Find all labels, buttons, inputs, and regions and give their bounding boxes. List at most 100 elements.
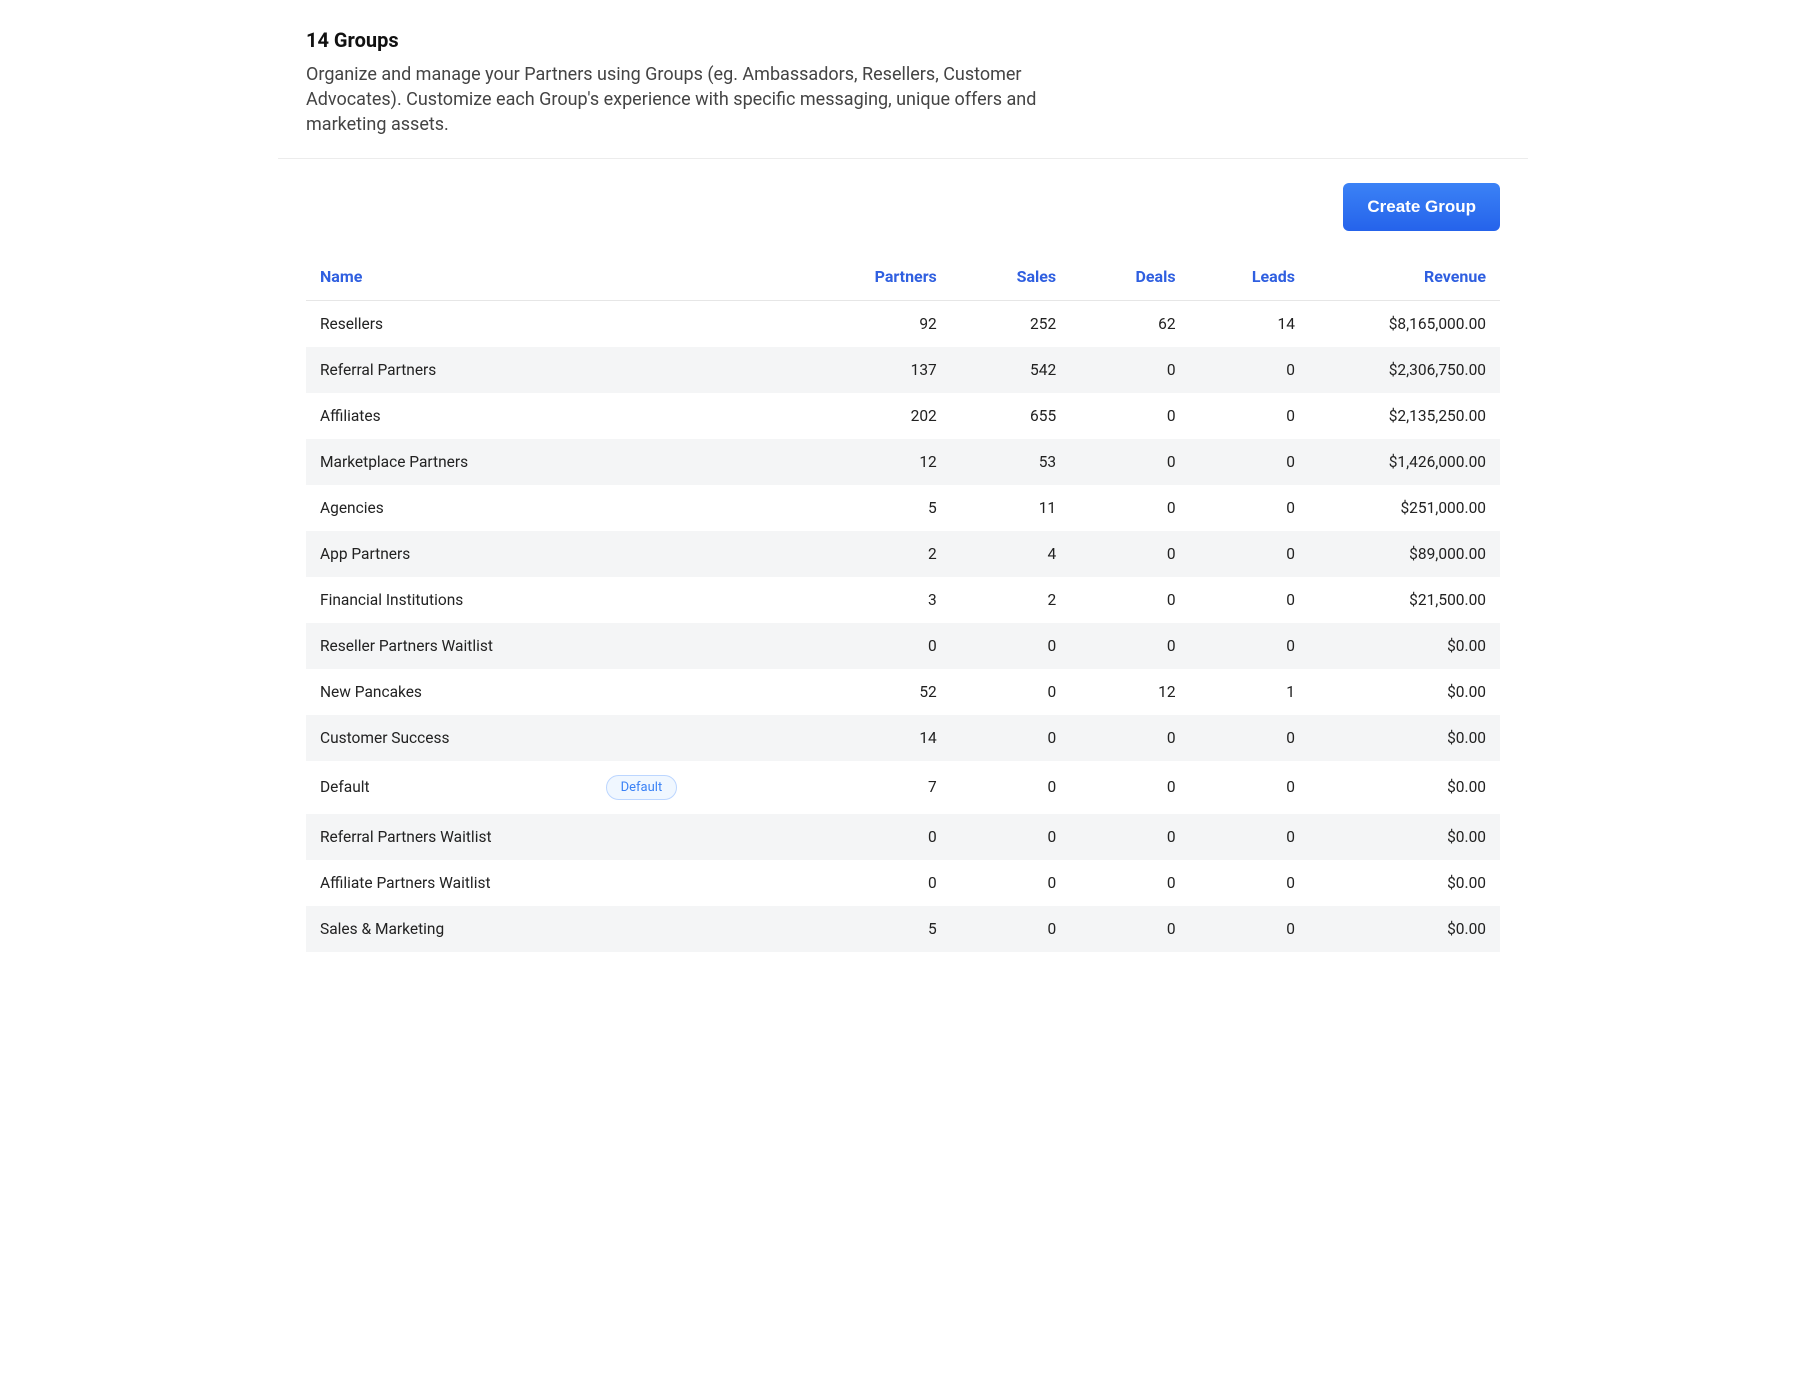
- cell-revenue: $1,426,000.00: [1309, 439, 1500, 485]
- column-header-deals[interactable]: Deals: [1070, 255, 1189, 301]
- cell-leads: 1: [1190, 669, 1309, 715]
- table-row[interactable]: DefaultDefault7000$0.00: [306, 761, 1500, 814]
- group-name: Marketplace Partners: [320, 453, 468, 471]
- cell-revenue: $0.00: [1309, 761, 1500, 814]
- cell-leads: 0: [1190, 761, 1309, 814]
- cell-leads: 0: [1190, 439, 1309, 485]
- cell-deals: 12: [1070, 669, 1189, 715]
- table-row[interactable]: Customer Success14000$0.00: [306, 715, 1500, 761]
- column-header-partners[interactable]: Partners: [831, 255, 950, 301]
- cell-name: Agencies: [306, 485, 831, 531]
- group-name: Financial Institutions: [320, 591, 463, 609]
- cell-leads: 0: [1190, 577, 1309, 623]
- table-row[interactable]: Affiliates20265500$2,135,250.00: [306, 393, 1500, 439]
- table-row[interactable]: Financial Institutions3200$21,500.00: [306, 577, 1500, 623]
- table-row[interactable]: Resellers922526214$8,165,000.00: [306, 300, 1500, 347]
- cell-sales: 53: [951, 439, 1070, 485]
- group-name: New Pancakes: [320, 683, 422, 701]
- cell-revenue: $89,000.00: [1309, 531, 1500, 577]
- cell-deals: 62: [1070, 300, 1189, 347]
- table-row[interactable]: Agencies51100$251,000.00: [306, 485, 1500, 531]
- cell-name: Financial Institutions: [306, 577, 831, 623]
- cell-deals: 0: [1070, 485, 1189, 531]
- cell-partners: 0: [831, 860, 950, 906]
- cell-name: Affiliates: [306, 393, 831, 439]
- cell-leads: 0: [1190, 347, 1309, 393]
- cell-partners: 92: [831, 300, 950, 347]
- cell-sales: 0: [951, 814, 1070, 860]
- create-group-button[interactable]: Create Group: [1343, 183, 1500, 231]
- cell-sales: 0: [951, 761, 1070, 814]
- cell-leads: 0: [1190, 814, 1309, 860]
- cell-partners: 0: [831, 623, 950, 669]
- cell-sales: 542: [951, 347, 1070, 393]
- group-name: Referral Partners Waitlist: [320, 828, 492, 846]
- cell-deals: 0: [1070, 715, 1189, 761]
- cell-partners: 52: [831, 669, 950, 715]
- group-name: Customer Success: [320, 729, 450, 747]
- column-header-revenue[interactable]: Revenue: [1309, 255, 1500, 301]
- table-row[interactable]: Referral Partners13754200$2,306,750.00: [306, 347, 1500, 393]
- table-row[interactable]: Referral Partners Waitlist0000$0.00: [306, 814, 1500, 860]
- column-header-name[interactable]: Name: [306, 255, 831, 301]
- content-area: Create Group Name Partners Sales Deals L…: [278, 159, 1528, 980]
- cell-deals: 0: [1070, 439, 1189, 485]
- cell-sales: 0: [951, 669, 1070, 715]
- cell-deals: 0: [1070, 347, 1189, 393]
- group-name: Reseller Partners Waitlist: [320, 637, 493, 655]
- cell-name: Resellers: [306, 300, 831, 347]
- cell-revenue: $0.00: [1309, 906, 1500, 952]
- cell-partners: 12: [831, 439, 950, 485]
- cell-revenue: $21,500.00: [1309, 577, 1500, 623]
- group-name: Resellers: [320, 315, 383, 333]
- cell-leads: 0: [1190, 393, 1309, 439]
- page-description: Organize and manage your Partners using …: [306, 62, 1066, 138]
- cell-sales: 0: [951, 860, 1070, 906]
- table-row[interactable]: Reseller Partners Waitlist0000$0.00: [306, 623, 1500, 669]
- cell-name: Referral Partners: [306, 347, 831, 393]
- cell-partners: 7: [831, 761, 950, 814]
- table-row[interactable]: New Pancakes520121$0.00: [306, 669, 1500, 715]
- cell-deals: 0: [1070, 623, 1189, 669]
- table-row[interactable]: Affiliate Partners Waitlist0000$0.00: [306, 860, 1500, 906]
- cell-revenue: $0.00: [1309, 860, 1500, 906]
- cell-name: DefaultDefault: [306, 761, 831, 814]
- cell-sales: 0: [951, 906, 1070, 952]
- page-title: 14 Groups: [306, 28, 1500, 52]
- cell-name: App Partners: [306, 531, 831, 577]
- table-row[interactable]: App Partners2400$89,000.00: [306, 531, 1500, 577]
- cell-sales: 655: [951, 393, 1070, 439]
- group-name: Default: [320, 778, 370, 796]
- cell-revenue: $0.00: [1309, 715, 1500, 761]
- cell-deals: 0: [1070, 577, 1189, 623]
- actions-bar: Create Group: [306, 183, 1500, 231]
- cell-leads: 0: [1190, 531, 1309, 577]
- groups-page: 14 Groups Organize and manage your Partn…: [278, 0, 1528, 980]
- table-row[interactable]: Marketplace Partners125300$1,426,000.00: [306, 439, 1500, 485]
- cell-sales: 4: [951, 531, 1070, 577]
- cell-revenue: $0.00: [1309, 623, 1500, 669]
- group-name: Sales & Marketing: [320, 920, 444, 938]
- cell-revenue: $8,165,000.00: [1309, 300, 1500, 347]
- table-row[interactable]: Sales & Marketing5000$0.00: [306, 906, 1500, 952]
- cell-partners: 14: [831, 715, 950, 761]
- cell-leads: 0: [1190, 715, 1309, 761]
- group-name: Affiliates: [320, 407, 381, 425]
- cell-leads: 0: [1190, 860, 1309, 906]
- cell-deals: 0: [1070, 761, 1189, 814]
- cell-partners: 2: [831, 531, 950, 577]
- cell-deals: 0: [1070, 860, 1189, 906]
- cell-deals: 0: [1070, 814, 1189, 860]
- cell-revenue: $0.00: [1309, 814, 1500, 860]
- cell-deals: 0: [1070, 906, 1189, 952]
- cell-partners: 202: [831, 393, 950, 439]
- group-name: Affiliate Partners Waitlist: [320, 874, 491, 892]
- column-header-leads[interactable]: Leads: [1190, 255, 1309, 301]
- column-header-sales[interactable]: Sales: [951, 255, 1070, 301]
- cell-revenue: $251,000.00: [1309, 485, 1500, 531]
- cell-leads: 0: [1190, 623, 1309, 669]
- table-header-row: Name Partners Sales Deals Leads Revenue: [306, 255, 1500, 301]
- cell-name: New Pancakes: [306, 669, 831, 715]
- cell-revenue: $2,306,750.00: [1309, 347, 1500, 393]
- cell-name: Affiliate Partners Waitlist: [306, 860, 831, 906]
